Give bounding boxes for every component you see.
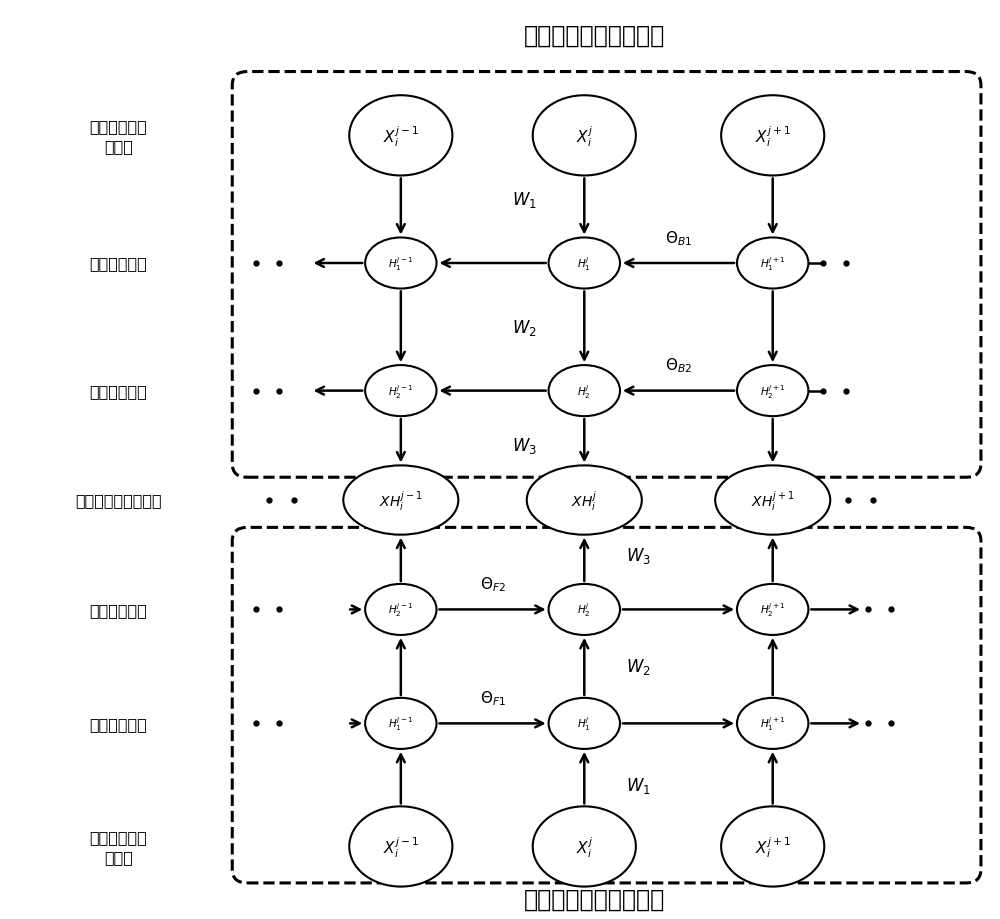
Text: $H_1^{j-1}$: $H_1^{j-1}$ [388,255,414,273]
Text: $W_3$: $W_3$ [512,436,537,456]
Text: $X_i^{j-1}$: $X_i^{j-1}$ [383,124,419,149]
Text: $\Theta_{F1}$: $\Theta_{F1}$ [480,688,506,708]
Ellipse shape [737,238,808,289]
Text: $X_i^{j-1}$: $X_i^{j-1}$ [383,834,419,859]
Ellipse shape [715,466,830,535]
Ellipse shape [365,238,437,289]
Ellipse shape [349,96,452,176]
Text: $H_1^j$: $H_1^j$ [577,255,591,273]
Text: 第一层隐节点: 第一层隐节点 [89,256,147,271]
Ellipse shape [549,698,620,749]
Text: $X_i^{j+1}$: $X_i^{j+1}$ [755,834,791,859]
Ellipse shape [365,698,437,749]
Text: $H_1^{j+1}$: $H_1^{j+1}$ [760,255,785,273]
Ellipse shape [527,466,642,535]
Ellipse shape [365,584,437,635]
Text: $X_i^{j+1}$: $X_i^{j+1}$ [755,124,791,149]
Text: $W_1$: $W_1$ [626,775,651,795]
Ellipse shape [737,698,808,749]
Text: $H_2^j$: $H_2^j$ [577,601,591,618]
Ellipse shape [737,366,808,416]
Text: 第二层隐节点: 第二层隐节点 [89,384,147,399]
Text: 第一层隐节点: 第一层隐节点 [89,716,147,732]
Text: $X_i^j$: $X_i^j$ [576,124,593,149]
Text: $W_1$: $W_1$ [512,190,537,210]
Text: $\Theta_{F2}$: $\Theta_{F2}$ [480,575,506,594]
Text: 输入低分辨率
图像块: 输入低分辨率 图像块 [89,119,147,153]
Text: 前向递归卷积神经网络: 前向递归卷积神经网络 [524,887,665,911]
Text: 输出高分辨率图像块: 输出高分辨率图像块 [75,493,162,508]
Text: $W_2$: $W_2$ [626,657,651,676]
Text: $H_2^{j+1}$: $H_2^{j+1}$ [760,601,785,618]
Text: $H_2^j$: $H_2^j$ [577,382,591,400]
Ellipse shape [349,807,452,887]
Ellipse shape [549,366,620,416]
Ellipse shape [737,584,808,635]
Ellipse shape [365,366,437,416]
Text: $\Theta_{B1}$: $\Theta_{B1}$ [665,229,692,247]
Text: $H_2^{j-1}$: $H_2^{j-1}$ [388,601,414,618]
Text: $W_2$: $W_2$ [512,317,537,337]
Text: $H_1^{j-1}$: $H_1^{j-1}$ [388,715,414,732]
Text: 第二层隐节点: 第二层隐节点 [89,602,147,618]
Text: $H_1^{j+1}$: $H_1^{j+1}$ [760,715,785,732]
Ellipse shape [721,96,824,176]
Text: $H_2^{j+1}$: $H_2^{j+1}$ [760,382,785,400]
Ellipse shape [533,96,636,176]
Ellipse shape [549,238,620,289]
Text: $XH_i^j$: $XH_i^j$ [571,489,597,513]
Text: $W_3$: $W_3$ [626,545,651,565]
Text: $\Theta_{B2}$: $\Theta_{B2}$ [665,357,692,375]
Text: $H_2^{j-1}$: $H_2^{j-1}$ [388,382,414,400]
Text: $H_1^j$: $H_1^j$ [577,715,591,732]
Ellipse shape [533,807,636,887]
Ellipse shape [549,584,620,635]
Text: 输入低分辨率
图像块: 输入低分辨率 图像块 [89,829,147,864]
Text: $XH_i^{j-1}$: $XH_i^{j-1}$ [379,489,423,513]
Text: 后向递归卷积神经网络: 后向递归卷积神经网络 [524,24,665,48]
Ellipse shape [343,466,458,535]
Text: $X_i^j$: $X_i^j$ [576,834,593,859]
Ellipse shape [721,807,824,887]
Text: $XH_i^{j+1}$: $XH_i^{j+1}$ [751,489,794,513]
